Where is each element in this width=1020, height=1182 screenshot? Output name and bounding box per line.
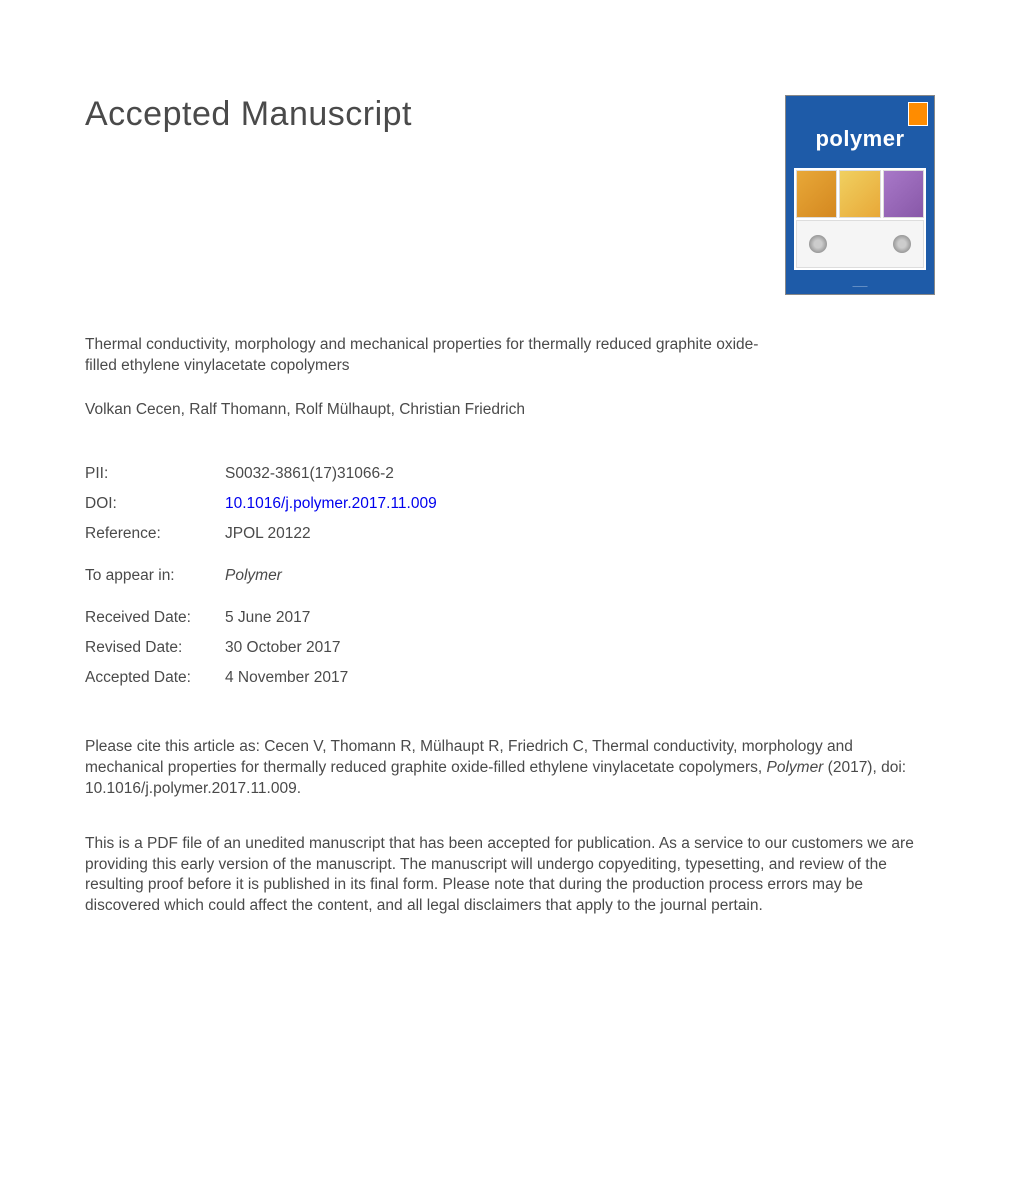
table-row: PII: S0032-3861(17)31066-2 (85, 459, 437, 489)
journal-cover-thumbnail: polymer ——— (785, 95, 935, 295)
table-row: Revised Date: 30 October 2017 (85, 633, 437, 663)
article-authors: Volkan Cecen, Ralf Thomann, Rolf Mülhaup… (85, 401, 935, 419)
cover-tile (883, 170, 924, 218)
metadata-table: PII: S0032-3861(17)31066-2 DOI: 10.1016/… (85, 459, 437, 693)
doi-label: DOI: (85, 489, 225, 519)
received-value: 5 June 2017 (225, 603, 437, 633)
citation-text: Please cite this article as: Cecen V, Th… (85, 737, 935, 800)
cover-tile (839, 170, 880, 218)
pii-value: S0032-3861(17)31066-2 (225, 459, 437, 489)
disclaimer-text: This is a PDF file of an unedited manusc… (85, 834, 935, 918)
publisher-badge-icon (908, 102, 928, 126)
accepted-value: 4 November 2017 (225, 663, 437, 693)
table-row: To appear in: Polymer (85, 561, 437, 591)
article-title: Thermal conductivity, morphology and mec… (85, 335, 765, 377)
cover-tile (796, 220, 924, 268)
header-row: Accepted Manuscript polymer ——— (85, 95, 935, 295)
citation-journal: Polymer (767, 759, 824, 776)
journal-cover-art (794, 168, 926, 270)
cover-tile (796, 170, 837, 218)
journal-cover-footer: ——— (786, 284, 934, 290)
table-row: Accepted Date: 4 November 2017 (85, 663, 437, 693)
doi-link[interactable]: 10.1016/j.polymer.2017.11.009 (225, 495, 437, 512)
accepted-label: Accepted Date: (85, 663, 225, 693)
pii-label: PII: (85, 459, 225, 489)
table-row: Reference: JPOL 20122 (85, 519, 437, 549)
reference-label: Reference: (85, 519, 225, 549)
table-row: DOI: 10.1016/j.polymer.2017.11.009 (85, 489, 437, 519)
accepted-manuscript-heading: Accepted Manuscript (85, 95, 412, 134)
appear-value: Polymer (225, 567, 282, 584)
appear-label: To appear in: (85, 561, 225, 591)
received-label: Received Date: (85, 603, 225, 633)
table-row: Received Date: 5 June 2017 (85, 603, 437, 633)
journal-cover-title: polymer (786, 126, 934, 152)
citation-prefix: Please cite this article as: Cecen V, Th… (85, 738, 853, 776)
revised-value: 30 October 2017 (225, 633, 437, 663)
revised-label: Revised Date: (85, 633, 225, 663)
reference-value: JPOL 20122 (225, 519, 437, 549)
